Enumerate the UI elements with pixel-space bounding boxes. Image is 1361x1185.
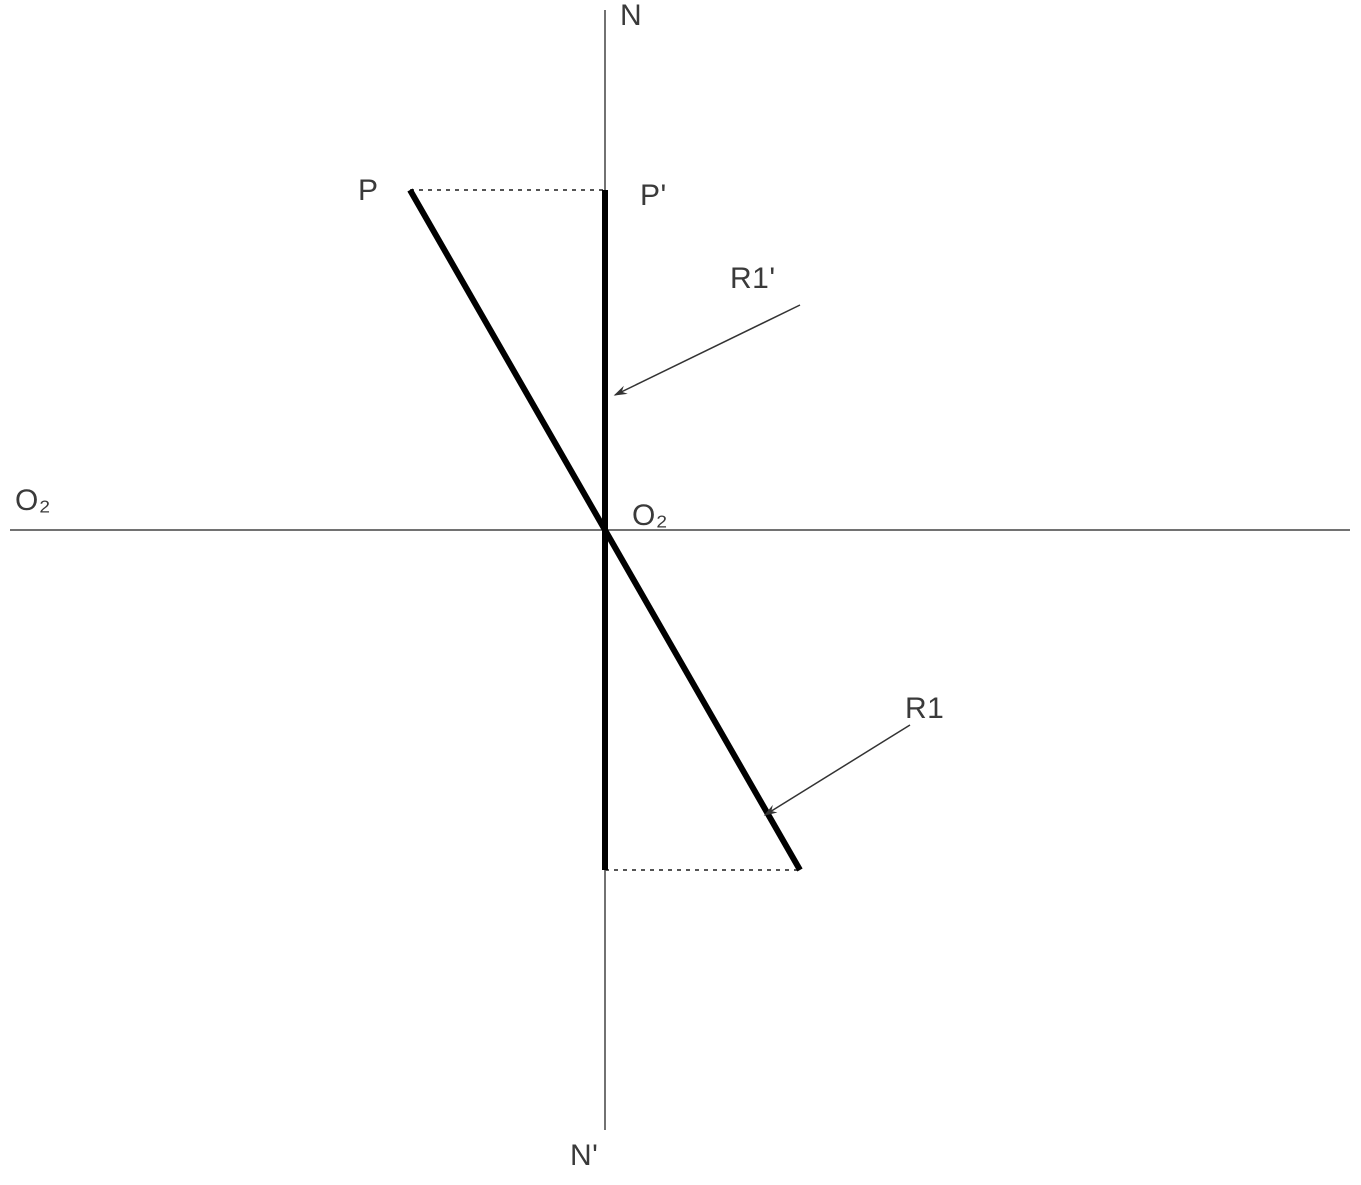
label-r1: R1 [905, 692, 944, 725]
label-n-prime: N' [570, 1139, 598, 1172]
diagram-canvas: N N' O₂ O₂ P P' R1' R1 [0, 0, 1361, 1185]
label-p-prime: P' [640, 179, 667, 212]
leader-r1-prime [615, 305, 800, 395]
label-r1-prime: R1' [730, 262, 776, 295]
label-p: P [358, 174, 379, 207]
leader-r1 [765, 725, 910, 815]
label-o2-left: O₂ [15, 484, 51, 517]
label-o2-right: O₂ [632, 499, 668, 532]
label-n: N [620, 0, 642, 32]
